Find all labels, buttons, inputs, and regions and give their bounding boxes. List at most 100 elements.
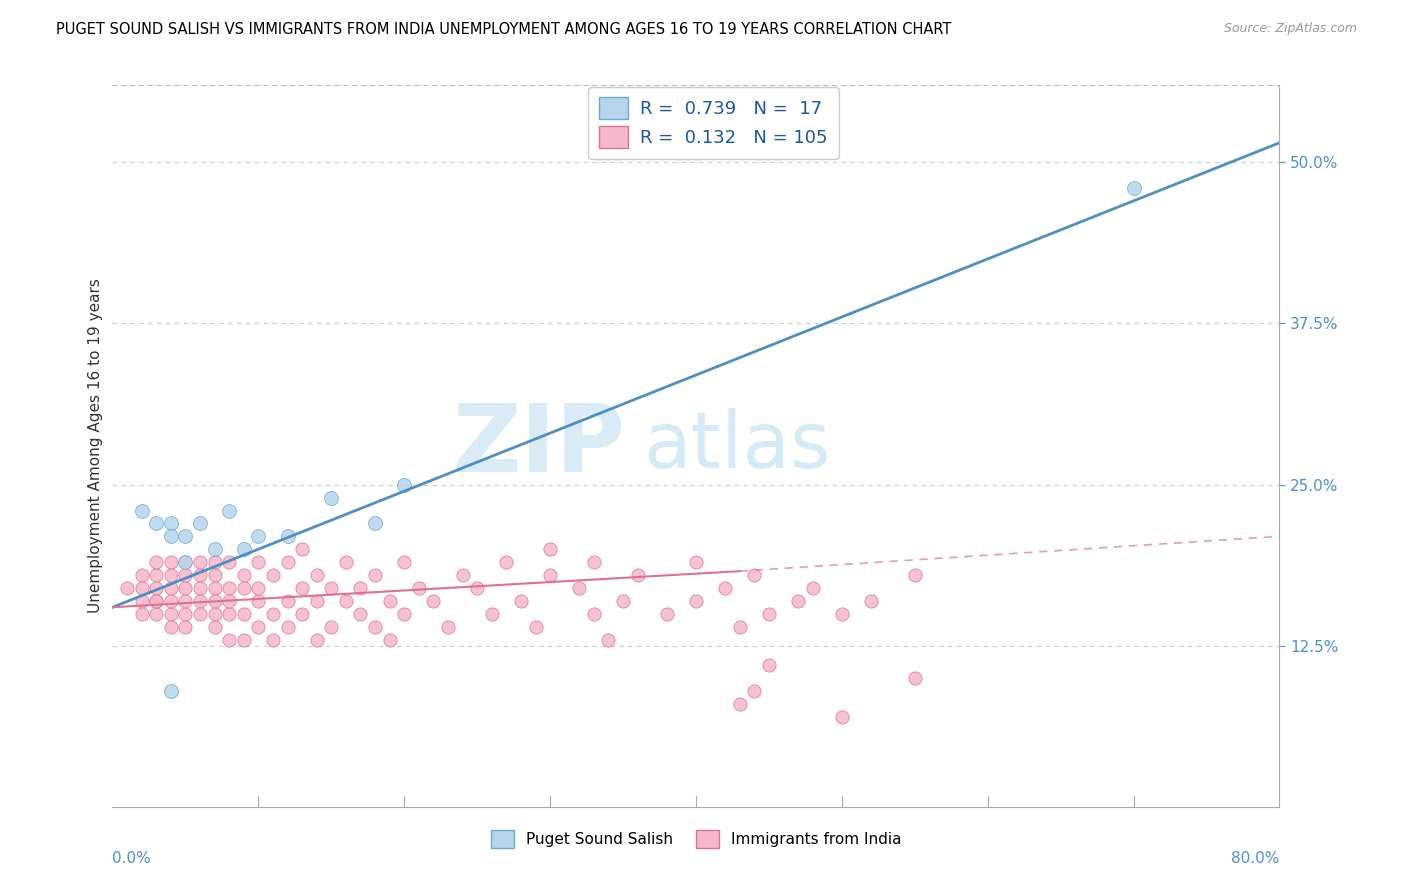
Point <box>204 594 226 608</box>
Point <box>247 619 270 633</box>
Point <box>904 568 927 582</box>
Point <box>218 581 240 595</box>
Point <box>247 555 270 569</box>
Text: atlas: atlas <box>644 408 831 484</box>
Point <box>481 607 503 621</box>
Point <box>801 581 824 595</box>
Point <box>276 619 298 633</box>
Point <box>758 658 780 673</box>
Point <box>145 594 167 608</box>
Point <box>904 671 927 685</box>
Point <box>174 555 197 569</box>
Point <box>218 503 240 517</box>
Point <box>305 632 328 647</box>
Point <box>394 477 416 491</box>
Point <box>160 555 183 569</box>
Point <box>582 555 605 569</box>
Point <box>568 581 591 595</box>
Point <box>378 632 401 647</box>
Point <box>145 594 167 608</box>
Point <box>831 607 853 621</box>
Point <box>188 594 211 608</box>
Point <box>378 594 401 608</box>
Point <box>276 529 298 543</box>
Point <box>509 594 531 608</box>
Point <box>145 555 167 569</box>
Point <box>204 568 226 582</box>
Point <box>685 594 707 608</box>
Point <box>714 581 737 595</box>
Text: 80.0%: 80.0% <box>1232 851 1279 866</box>
Point <box>262 568 284 582</box>
Point <box>174 555 197 569</box>
Legend: Puget Sound Salish, Immigrants from India: Puget Sound Salish, Immigrants from Indi… <box>485 824 907 854</box>
Text: 0.0%: 0.0% <box>112 851 152 866</box>
Point <box>145 581 167 595</box>
Point <box>160 516 183 531</box>
Point <box>364 568 387 582</box>
Point <box>131 503 153 517</box>
Point <box>291 607 314 621</box>
Point <box>160 607 183 621</box>
Point <box>495 555 517 569</box>
Point <box>742 568 765 582</box>
Point <box>349 581 371 595</box>
Point <box>394 607 416 621</box>
Point <box>204 607 226 621</box>
Point <box>204 619 226 633</box>
Point <box>188 568 211 582</box>
Y-axis label: Unemployment Among Ages 16 to 19 years: Unemployment Among Ages 16 to 19 years <box>89 278 103 614</box>
Point <box>174 619 197 633</box>
Point <box>321 619 343 633</box>
Point <box>305 594 328 608</box>
Point <box>831 710 853 724</box>
Point <box>204 581 226 595</box>
Point <box>364 619 387 633</box>
Point <box>174 594 197 608</box>
Point <box>232 568 254 582</box>
Point <box>247 581 270 595</box>
Point <box>728 697 751 711</box>
Point <box>394 555 416 569</box>
Point <box>131 581 153 595</box>
Point <box>218 555 240 569</box>
Point <box>218 632 240 647</box>
Point <box>174 568 197 582</box>
Point <box>188 607 211 621</box>
Point <box>174 607 197 621</box>
Point <box>758 607 780 621</box>
Point <box>204 555 226 569</box>
Point <box>188 555 211 569</box>
Point <box>305 568 328 582</box>
Point <box>218 594 240 608</box>
Point <box>276 555 298 569</box>
Point <box>262 632 284 647</box>
Point <box>131 607 153 621</box>
Point <box>247 594 270 608</box>
Point <box>465 581 488 595</box>
Point <box>524 619 547 633</box>
Point <box>685 555 707 569</box>
Point <box>131 568 153 582</box>
Point <box>145 516 167 531</box>
Point <box>188 516 211 531</box>
Point <box>291 581 314 595</box>
Point <box>145 607 167 621</box>
Point <box>115 581 138 595</box>
Point <box>160 594 183 608</box>
Point <box>1122 181 1144 195</box>
Point <box>131 594 153 608</box>
Point <box>321 581 343 595</box>
Point <box>291 542 314 557</box>
Point <box>437 619 460 633</box>
Point <box>582 607 605 621</box>
Point <box>218 607 240 621</box>
Point <box>232 632 254 647</box>
Point <box>335 555 357 569</box>
Text: Source: ZipAtlas.com: Source: ZipAtlas.com <box>1223 22 1357 36</box>
Point <box>204 542 226 557</box>
Point <box>321 491 343 505</box>
Point <box>728 619 751 633</box>
Point <box>860 594 883 608</box>
Point <box>262 607 284 621</box>
